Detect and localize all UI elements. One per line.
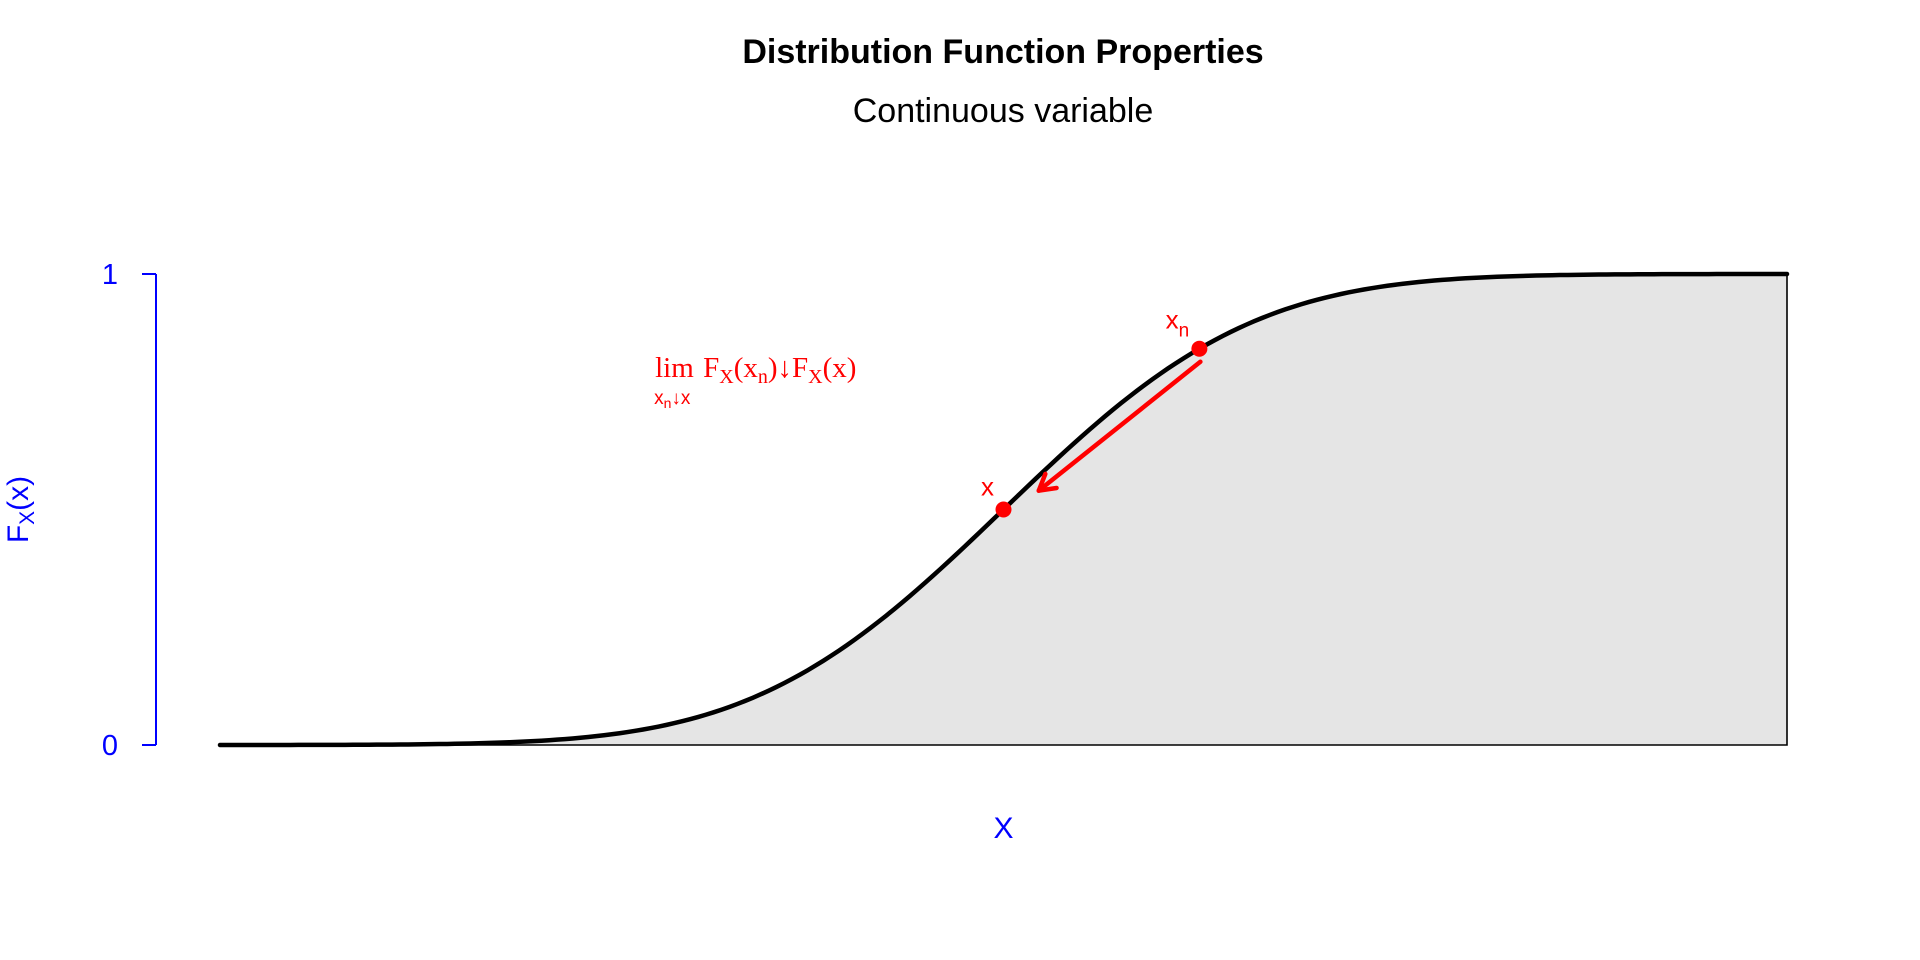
y-axis-title-tail: (x) — [2, 476, 35, 511]
limit-arrow-shaft — [1036, 359, 1203, 493]
annotation-expr-b-sub: n — [758, 366, 768, 388]
annotation-expr-a: F — [703, 352, 719, 384]
point-x-label: x — [981, 472, 994, 502]
point-xn-marker — [1191, 340, 1208, 357]
annotation-expr-d: (x) — [823, 352, 857, 384]
y-axis: 0 1 — [102, 259, 157, 762]
point-x-marker — [995, 501, 1012, 518]
y-axis-title-main: F — [2, 525, 35, 543]
y-tick-label-1: 1 — [102, 259, 118, 291]
annotation-expr-c: )↓F — [768, 352, 808, 384]
point-xn-label-sub: n — [1179, 321, 1190, 342]
point-x-label-main: x — [981, 472, 994, 502]
annotation-lim-sub-tail: ↓x — [671, 388, 691, 409]
annotation-expression: FX(xn)↓FX(x) — [703, 352, 856, 388]
y-axis-title: FX(x) — [2, 476, 39, 543]
chart-subtitle: Continuous variable — [853, 92, 1154, 130]
y-tick-label-0: 0 — [102, 730, 118, 762]
annotation-lim-sub-x: x — [654, 388, 664, 409]
chart-title: Distribution Function Properties — [742, 33, 1263, 71]
limit-arrow-head — [1036, 471, 1059, 493]
y-axis-title-sub: X — [16, 511, 39, 525]
point-xn-label: xn — [1166, 305, 1190, 342]
cdf-area-border — [220, 274, 1788, 746]
point-xn-label-main: x — [1166, 305, 1179, 335]
annotation-expr-b: (x — [734, 352, 759, 384]
annotation-lim: lim — [655, 352, 694, 384]
x-axis-title: X — [993, 812, 1013, 845]
annotation-expr-c-sub: X — [808, 366, 823, 388]
annotation-lim-sub-n: n — [664, 395, 672, 411]
annotation-lim-subscript: xn↓x — [654, 388, 691, 411]
annotation-expr-a-sub: X — [719, 366, 734, 388]
limit-annotation: lim xn↓x FX(xn)↓FX(x) — [654, 352, 856, 411]
